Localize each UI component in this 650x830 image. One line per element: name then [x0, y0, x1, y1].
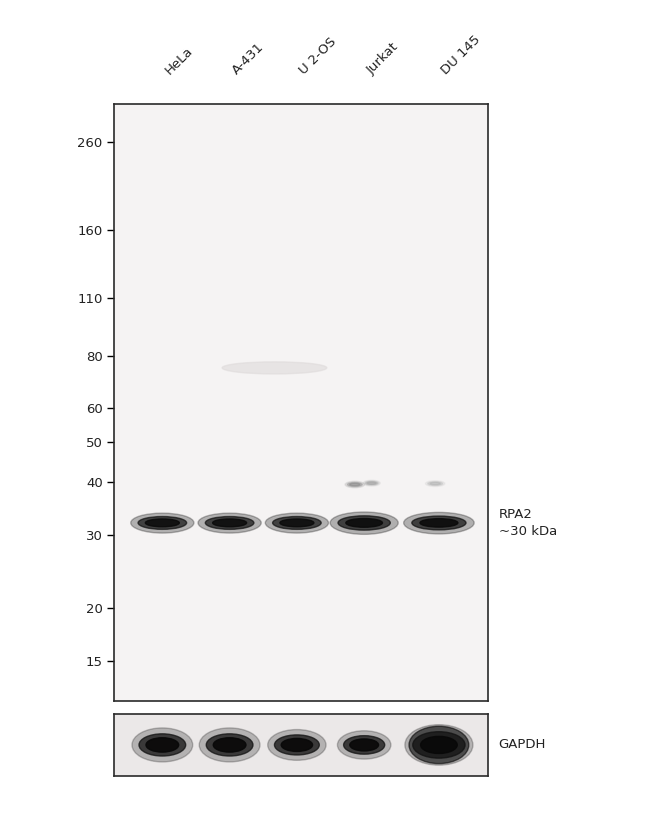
Ellipse shape	[205, 516, 254, 530]
Ellipse shape	[132, 728, 192, 762]
Ellipse shape	[412, 516, 466, 530]
Ellipse shape	[367, 482, 376, 484]
Ellipse shape	[421, 736, 457, 754]
Ellipse shape	[405, 725, 473, 765]
Ellipse shape	[409, 726, 469, 764]
Ellipse shape	[274, 735, 319, 755]
Ellipse shape	[272, 516, 321, 530]
Ellipse shape	[222, 362, 327, 374]
Text: Jurkat: Jurkat	[364, 41, 401, 77]
Ellipse shape	[330, 512, 398, 535]
Ellipse shape	[420, 519, 458, 527]
Ellipse shape	[345, 481, 365, 488]
Ellipse shape	[139, 734, 186, 756]
Ellipse shape	[200, 728, 260, 762]
Text: RPA2
~30 kDa: RPA2 ~30 kDa	[499, 508, 557, 538]
Text: GAPDH: GAPDH	[499, 739, 546, 751]
Ellipse shape	[365, 481, 378, 485]
Text: HeLa: HeLa	[162, 45, 195, 77]
Text: U 2-OS: U 2-OS	[297, 36, 339, 77]
Ellipse shape	[213, 519, 246, 527]
Ellipse shape	[346, 519, 382, 527]
Ellipse shape	[350, 739, 378, 751]
Ellipse shape	[198, 513, 261, 533]
Ellipse shape	[213, 738, 246, 752]
Ellipse shape	[146, 519, 179, 527]
Ellipse shape	[268, 730, 326, 760]
Ellipse shape	[363, 481, 380, 486]
Ellipse shape	[430, 482, 441, 485]
Text: A-431: A-431	[229, 41, 266, 77]
Ellipse shape	[347, 482, 362, 486]
Text: DU 145: DU 145	[439, 33, 483, 77]
Ellipse shape	[138, 516, 187, 530]
Ellipse shape	[206, 734, 253, 756]
Ellipse shape	[146, 738, 179, 752]
Ellipse shape	[338, 515, 390, 530]
Ellipse shape	[344, 735, 385, 754]
Ellipse shape	[350, 483, 360, 486]
Ellipse shape	[265, 513, 328, 533]
Ellipse shape	[413, 732, 465, 758]
Ellipse shape	[281, 739, 313, 751]
Ellipse shape	[426, 481, 445, 486]
Ellipse shape	[428, 481, 443, 486]
Ellipse shape	[404, 512, 474, 534]
Ellipse shape	[131, 513, 194, 533]
Ellipse shape	[337, 730, 391, 759]
Ellipse shape	[280, 519, 314, 527]
